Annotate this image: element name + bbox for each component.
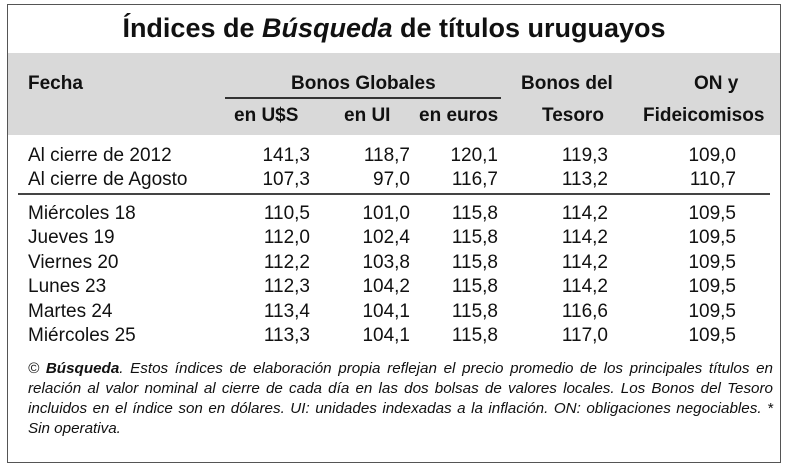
cell-label: Miércoles 18 [28,203,136,224]
table-row: Al cierre de 2012 141,3 118,7 120,1 119,3 109… [8,145,780,169]
cell-eur: 116,7 [451,169,498,191]
cell-eur: 115,8 [451,300,498,322]
cell-label: Lunes 23 [28,276,107,298]
cell-ui: 101,0 [362,203,410,224]
cell-on: 109,5 [688,227,736,249]
table-row: Martes 24 113,4 104,1 115,8 116,6 109,5 [8,301,780,325]
header-on-line2: Fideicomisos [643,105,765,126]
cell-ui: 103,8 [362,251,410,273]
footnote-brand: Búsqueda [45,360,120,377]
table-row: Viernes 20 112,2 103,8 115,8 114,2 109,5 [8,252,780,276]
header-en-euros: en euros [419,105,499,126]
header-tesoro-line1: Bonos del [521,73,613,94]
footnote-prefix: © [28,360,46,377]
cell-eur: 120,1 [450,145,498,166]
cell-eur: 115,8 [451,227,498,249]
table-row: Jueves 19 112,0 102,4 115,8 114,2 109,5 [8,227,780,251]
table-header: Fecha Bonos Globales Bonos del ON y en U… [8,53,780,135]
header-tesoro-line2: Tesoro [542,105,604,126]
table-row: Miércoles 25 113,3 104,1 115,8 117,0 109,5 [8,325,780,349]
table-row: Al cierre de Agosto 107,3 97,0 116,7 113,2 11… [8,169,780,193]
cell-label: Al cierre de Agosto [28,169,188,191]
cell-ui: 104,1 [362,300,410,322]
cell-eur: 115,8 [451,203,498,224]
cell-label: Viernes 20 [28,251,119,273]
table-row: Miércoles 18 110,5 101,0 115,8 114,2 109,5 [8,203,780,227]
cell-on: 109,5 [688,325,736,346]
cell-usd: 112,3 [263,276,310,298]
cell-on: 109,5 [688,300,736,322]
header-on-line1: ON y [694,73,739,94]
cell-usd: 110,5 [263,203,310,224]
cell-ui: 104,2 [362,276,410,298]
table-row: Lunes 23 112,3 104,2 115,8 114,2 109,5 [8,276,780,300]
cell-on: 110,7 [689,169,736,191]
cell-tes: 117,0 [561,325,608,346]
cell-on: 109,0 [688,145,736,166]
index-table-card: Índices de Búsqueda de títulos uruguayos… [7,4,781,463]
header-en-usd: en U$S [234,105,299,126]
cell-tes: 114,2 [561,276,608,298]
cell-ui: 104,1 [362,325,410,346]
cell-eur: 115,8 [451,276,498,298]
cell-usd: 107,3 [262,169,310,191]
cell-ui: 118,7 [363,145,410,166]
cell-label: Martes 24 [28,300,113,322]
cell-tes: 114,2 [561,227,608,249]
cell-tes: 116,6 [561,300,608,322]
cell-tes: 114,2 [561,203,608,224]
cell-on: 109,5 [688,251,736,273]
cell-on: 109,5 [688,276,736,298]
footnote: © Búsqueda. Estos índices de elaboración… [28,359,773,439]
cell-usd: 112,2 [263,251,310,273]
cell-label: Miércoles 25 [28,325,136,346]
cell-usd: 141,3 [262,145,310,166]
cell-tes: 114,2 [561,251,608,273]
section-divider [18,193,770,195]
cell-ui: 97,0 [373,169,410,191]
cell-tes: 119,3 [561,145,608,166]
cell-label: Jueves 19 [28,227,115,249]
cell-on: 109,5 [688,203,736,224]
cell-label: Al cierre de 2012 [28,145,172,166]
title-brand: Búsqueda [262,13,393,43]
cell-eur: 115,8 [451,325,498,346]
cell-tes: 113,2 [561,169,608,191]
cell-usd: 113,3 [263,325,310,346]
cell-ui: 102,4 [362,227,410,249]
header-bonos-globales: Bonos Globales [291,73,436,94]
header-fecha: Fecha [28,73,83,94]
table-title: Índices de Búsqueda de títulos uruguayos [8,5,780,51]
header-en-ui: en UI [344,105,391,126]
bonos-globales-underline [225,97,501,99]
title-suffix: de títulos uruguayos [392,13,666,43]
footnote-text: . Estos índices de elaboración propia re… [28,360,773,437]
cell-usd: 113,4 [263,300,310,322]
cell-eur: 115,8 [451,251,498,273]
cell-usd: 112,0 [263,227,310,249]
title-prefix: Índices de [122,13,262,43]
